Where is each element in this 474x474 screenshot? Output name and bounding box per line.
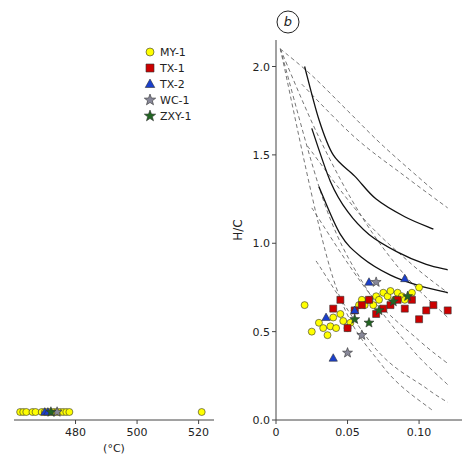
- points: [17, 407, 206, 417]
- point: [401, 305, 408, 312]
- point: [329, 354, 337, 361]
- point: [403, 291, 413, 301]
- point: [308, 328, 315, 335]
- x-axis-label: (°C): [103, 442, 125, 455]
- point: [374, 305, 384, 315]
- point: [358, 302, 365, 309]
- point: [366, 296, 373, 303]
- y-tick-label: 1.5: [253, 149, 271, 162]
- right-panel: 0 0.05 0.10 0.0 0.5 1.0 1.5 2.0 H/C b: [231, 11, 462, 439]
- y-tick: [272, 243, 276, 244]
- point: [416, 284, 423, 291]
- x-tick: [198, 420, 199, 424]
- legend-label: WC-1: [160, 94, 190, 107]
- y-tick: [272, 154, 276, 155]
- point: [387, 287, 394, 294]
- point: [351, 307, 358, 314]
- y-tick-label: 0.5: [253, 326, 271, 339]
- point: [320, 325, 327, 332]
- point: [198, 409, 205, 416]
- panel-label-text: b: [284, 14, 292, 29]
- point: [350, 314, 360, 323]
- x-tick: [276, 420, 277, 424]
- point: [430, 302, 437, 309]
- point: [344, 325, 351, 332]
- y-tick-label: 0.0: [253, 414, 271, 427]
- x-tick-label: 520: [188, 426, 209, 439]
- point: [364, 318, 374, 328]
- x-tick: [75, 420, 76, 424]
- legend-label: TX-2: [159, 78, 185, 91]
- point: [330, 305, 337, 312]
- point: [357, 330, 367, 340]
- dashed-curve: [280, 49, 447, 385]
- point: [66, 409, 73, 416]
- x-axis-line: [14, 420, 214, 421]
- y-tick: [272, 331, 276, 332]
- point: [444, 307, 451, 314]
- x-tick: [419, 420, 420, 424]
- legend-marker: [146, 64, 154, 72]
- x-axis-line: [276, 420, 462, 421]
- legend-label: TX-1: [159, 62, 185, 75]
- legend-label: ZXY-1: [160, 110, 191, 123]
- x-tick: [347, 420, 348, 424]
- point: [324, 332, 331, 339]
- x-tick-label: 480: [65, 426, 86, 439]
- point: [340, 318, 347, 325]
- plot-area: [280, 49, 451, 411]
- left-panel: 480 500 520 (°C) MY-1 TX-1 TX-2 WC-1 ZXY-1: [14, 46, 214, 455]
- point: [376, 296, 383, 303]
- dashed-curve: [302, 84, 448, 208]
- point: [337, 310, 344, 317]
- y-tick-label: 1.0: [253, 237, 271, 250]
- point: [337, 296, 344, 303]
- point: [351, 306, 359, 313]
- dashed-curve: [307, 146, 447, 293]
- legend-label: MY-1: [160, 46, 186, 59]
- legend: MY-1 TX-1 TX-2 WC-1 ZXY-1: [144, 46, 191, 123]
- panel-label-circle: [277, 11, 299, 33]
- panel-label: b: [277, 11, 299, 33]
- point: [371, 277, 381, 287]
- point: [388, 296, 398, 306]
- dashed-curve: [280, 49, 433, 190]
- point: [46, 407, 56, 417]
- point: [351, 307, 358, 314]
- legend-marker: [146, 48, 154, 56]
- point: [401, 274, 409, 281]
- point: [333, 325, 340, 332]
- y-axis-line: [276, 40, 277, 420]
- y-tick: [272, 66, 276, 67]
- x-tick-label: 0.10: [407, 426, 432, 439]
- legend-marker: [144, 110, 155, 121]
- y-axis-label: H/C: [231, 219, 245, 240]
- point: [416, 316, 423, 323]
- point: [366, 296, 373, 303]
- legend-marker: [144, 94, 155, 105]
- solid-curve: [312, 128, 448, 269]
- x-tick: [137, 420, 138, 424]
- point: [423, 307, 430, 314]
- point: [322, 313, 330, 320]
- solid-curve: [305, 67, 434, 230]
- y-tick: [272, 420, 276, 421]
- y-tick-label: 2.0: [253, 61, 271, 74]
- x-tick-label: 500: [127, 426, 148, 439]
- point: [344, 325, 351, 332]
- x-tick-label: 0: [273, 426, 280, 439]
- point: [343, 348, 353, 357]
- point: [301, 302, 308, 309]
- point: [330, 314, 337, 321]
- dashed-curve: [280, 49, 433, 411]
- legend-marker: [145, 79, 155, 88]
- dashed-curve: [280, 49, 447, 318]
- dashed-curve: [316, 261, 448, 402]
- x-tick-label: 0.05: [335, 426, 360, 439]
- solid-curve: [319, 187, 448, 293]
- figure: 480500520(°C)MY-1TX-1TX-2WC-1ZXY-100.050…: [0, 0, 474, 474]
